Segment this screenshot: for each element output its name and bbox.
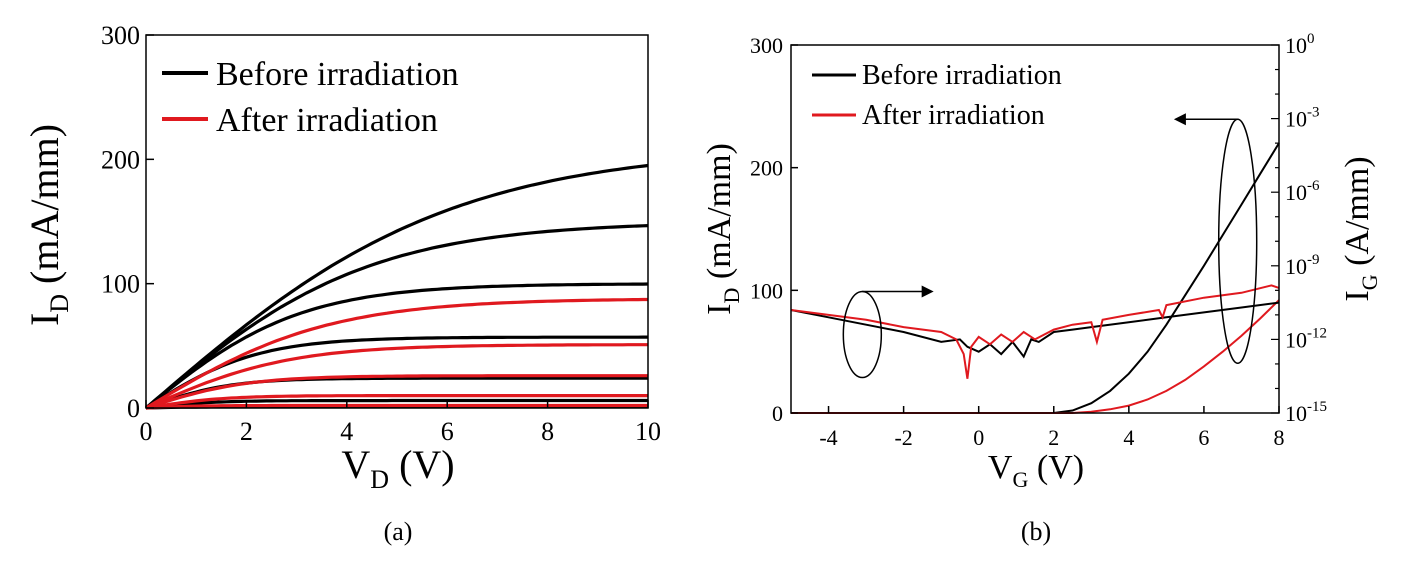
x-tick-label: 10 bbox=[635, 417, 661, 446]
series-line-after-ig bbox=[790, 284, 1280, 379]
series-line-before-id bbox=[791, 142, 1280, 414]
chart-b-ticks: -4 -2 0 2 4 6 8 0 100 200 300 100 10-3 10-6 10-9 10-12 1… bbox=[750, 31, 1327, 450]
legend-label-after: After irradiation bbox=[862, 100, 1045, 131]
y-tick-label: 100 bbox=[750, 278, 783, 303]
x-tick-label: 6 bbox=[441, 417, 454, 446]
series-line-after-4 bbox=[145, 403, 648, 410]
y2-tick-label: 10-6 bbox=[1285, 178, 1320, 205]
chart-a-plot-area bbox=[144, 163, 649, 410]
chart-a-frame bbox=[145, 34, 649, 409]
series-line-before-2 bbox=[145, 282, 649, 410]
series-line-after-1 bbox=[145, 343, 648, 410]
y2-tick-label: 10-9 bbox=[1285, 252, 1320, 279]
x-tick-label: 2 bbox=[240, 417, 253, 446]
chart-b-frame bbox=[790, 44, 1280, 414]
x-tick-label: -2 bbox=[894, 425, 912, 450]
series-line-after-3 bbox=[145, 394, 648, 410]
series-line-before-ig bbox=[790, 301, 1280, 359]
x-tick-label: 8 bbox=[1274, 425, 1285, 450]
series-line-after-id bbox=[791, 299, 1280, 414]
annotation-arrowhead-ig bbox=[921, 285, 934, 298]
x-tick-label: 6 bbox=[1198, 425, 1209, 450]
y2-tick-label: 100 bbox=[1285, 31, 1315, 58]
x-tick-label: -4 bbox=[819, 425, 837, 450]
series-line-before-5 bbox=[145, 398, 648, 410]
x-tick-label: 4 bbox=[340, 417, 353, 446]
series-line-before-3 bbox=[145, 335, 648, 410]
annotation-ellipse-id bbox=[1217, 118, 1258, 365]
series-line-before-1 bbox=[144, 224, 649, 410]
series-line-after-0 bbox=[145, 297, 648, 410]
x-tick-label: 4 bbox=[1123, 425, 1134, 450]
x-tick-label: 0 bbox=[973, 425, 984, 450]
caption-b: (b) bbox=[1021, 517, 1051, 546]
y-tick-label: 0 bbox=[772, 401, 783, 426]
chart-a-y-axis-label: ID (mA/mm) bbox=[22, 124, 74, 326]
annotation-ellipse-ig bbox=[842, 290, 883, 379]
y2-tick-label: 10-12 bbox=[1285, 325, 1327, 352]
y-tick-label: 200 bbox=[101, 145, 140, 174]
chart-b-y2-axis-label: IG (A/mm) bbox=[1339, 156, 1382, 301]
chart-b-annotations bbox=[842, 113, 1258, 379]
legend-label-before: Before irradiation bbox=[216, 56, 459, 93]
legend-label-after: After irradiation bbox=[216, 102, 438, 139]
y2-tick-label: 10-15 bbox=[1285, 399, 1327, 426]
y2-tick-label: 10-3 bbox=[1285, 105, 1320, 132]
chart-a-x-axis-label: VD (V) bbox=[341, 442, 454, 494]
y-tick-label: 0 bbox=[127, 394, 140, 423]
annotation-arrowhead-id bbox=[1173, 113, 1186, 126]
chart-b: -4 -2 0 2 4 6 8 0 100 200 300 100 10-3 10-6 10-9 10-12 1… bbox=[701, 31, 1382, 546]
x-tick-label: 8 bbox=[541, 417, 554, 446]
chart-b-x-axis-label: VG (V) bbox=[988, 449, 1084, 492]
x-tick-label: 2 bbox=[1048, 425, 1059, 450]
chart-b-y-axis-label: ID (mA/mm) bbox=[701, 143, 744, 315]
caption-a: (a) bbox=[384, 517, 413, 546]
series-line-after-2 bbox=[145, 374, 648, 410]
chart-a-legend: Before irradiation After irradiation bbox=[162, 56, 459, 139]
y-tick-label: 300 bbox=[101, 21, 140, 50]
y-tick-label: 200 bbox=[750, 156, 783, 181]
y-tick-label: 100 bbox=[101, 270, 140, 299]
legend-label-before: Before irradiation bbox=[862, 60, 1062, 91]
chart-b-legend: Before irradiation After irradiation bbox=[812, 60, 1062, 131]
y-tick-label: 300 bbox=[750, 33, 783, 58]
series-line-before-0 bbox=[144, 163, 649, 410]
chart-b-plot-area bbox=[790, 142, 1280, 414]
x-tick-label: 0 bbox=[140, 417, 153, 446]
